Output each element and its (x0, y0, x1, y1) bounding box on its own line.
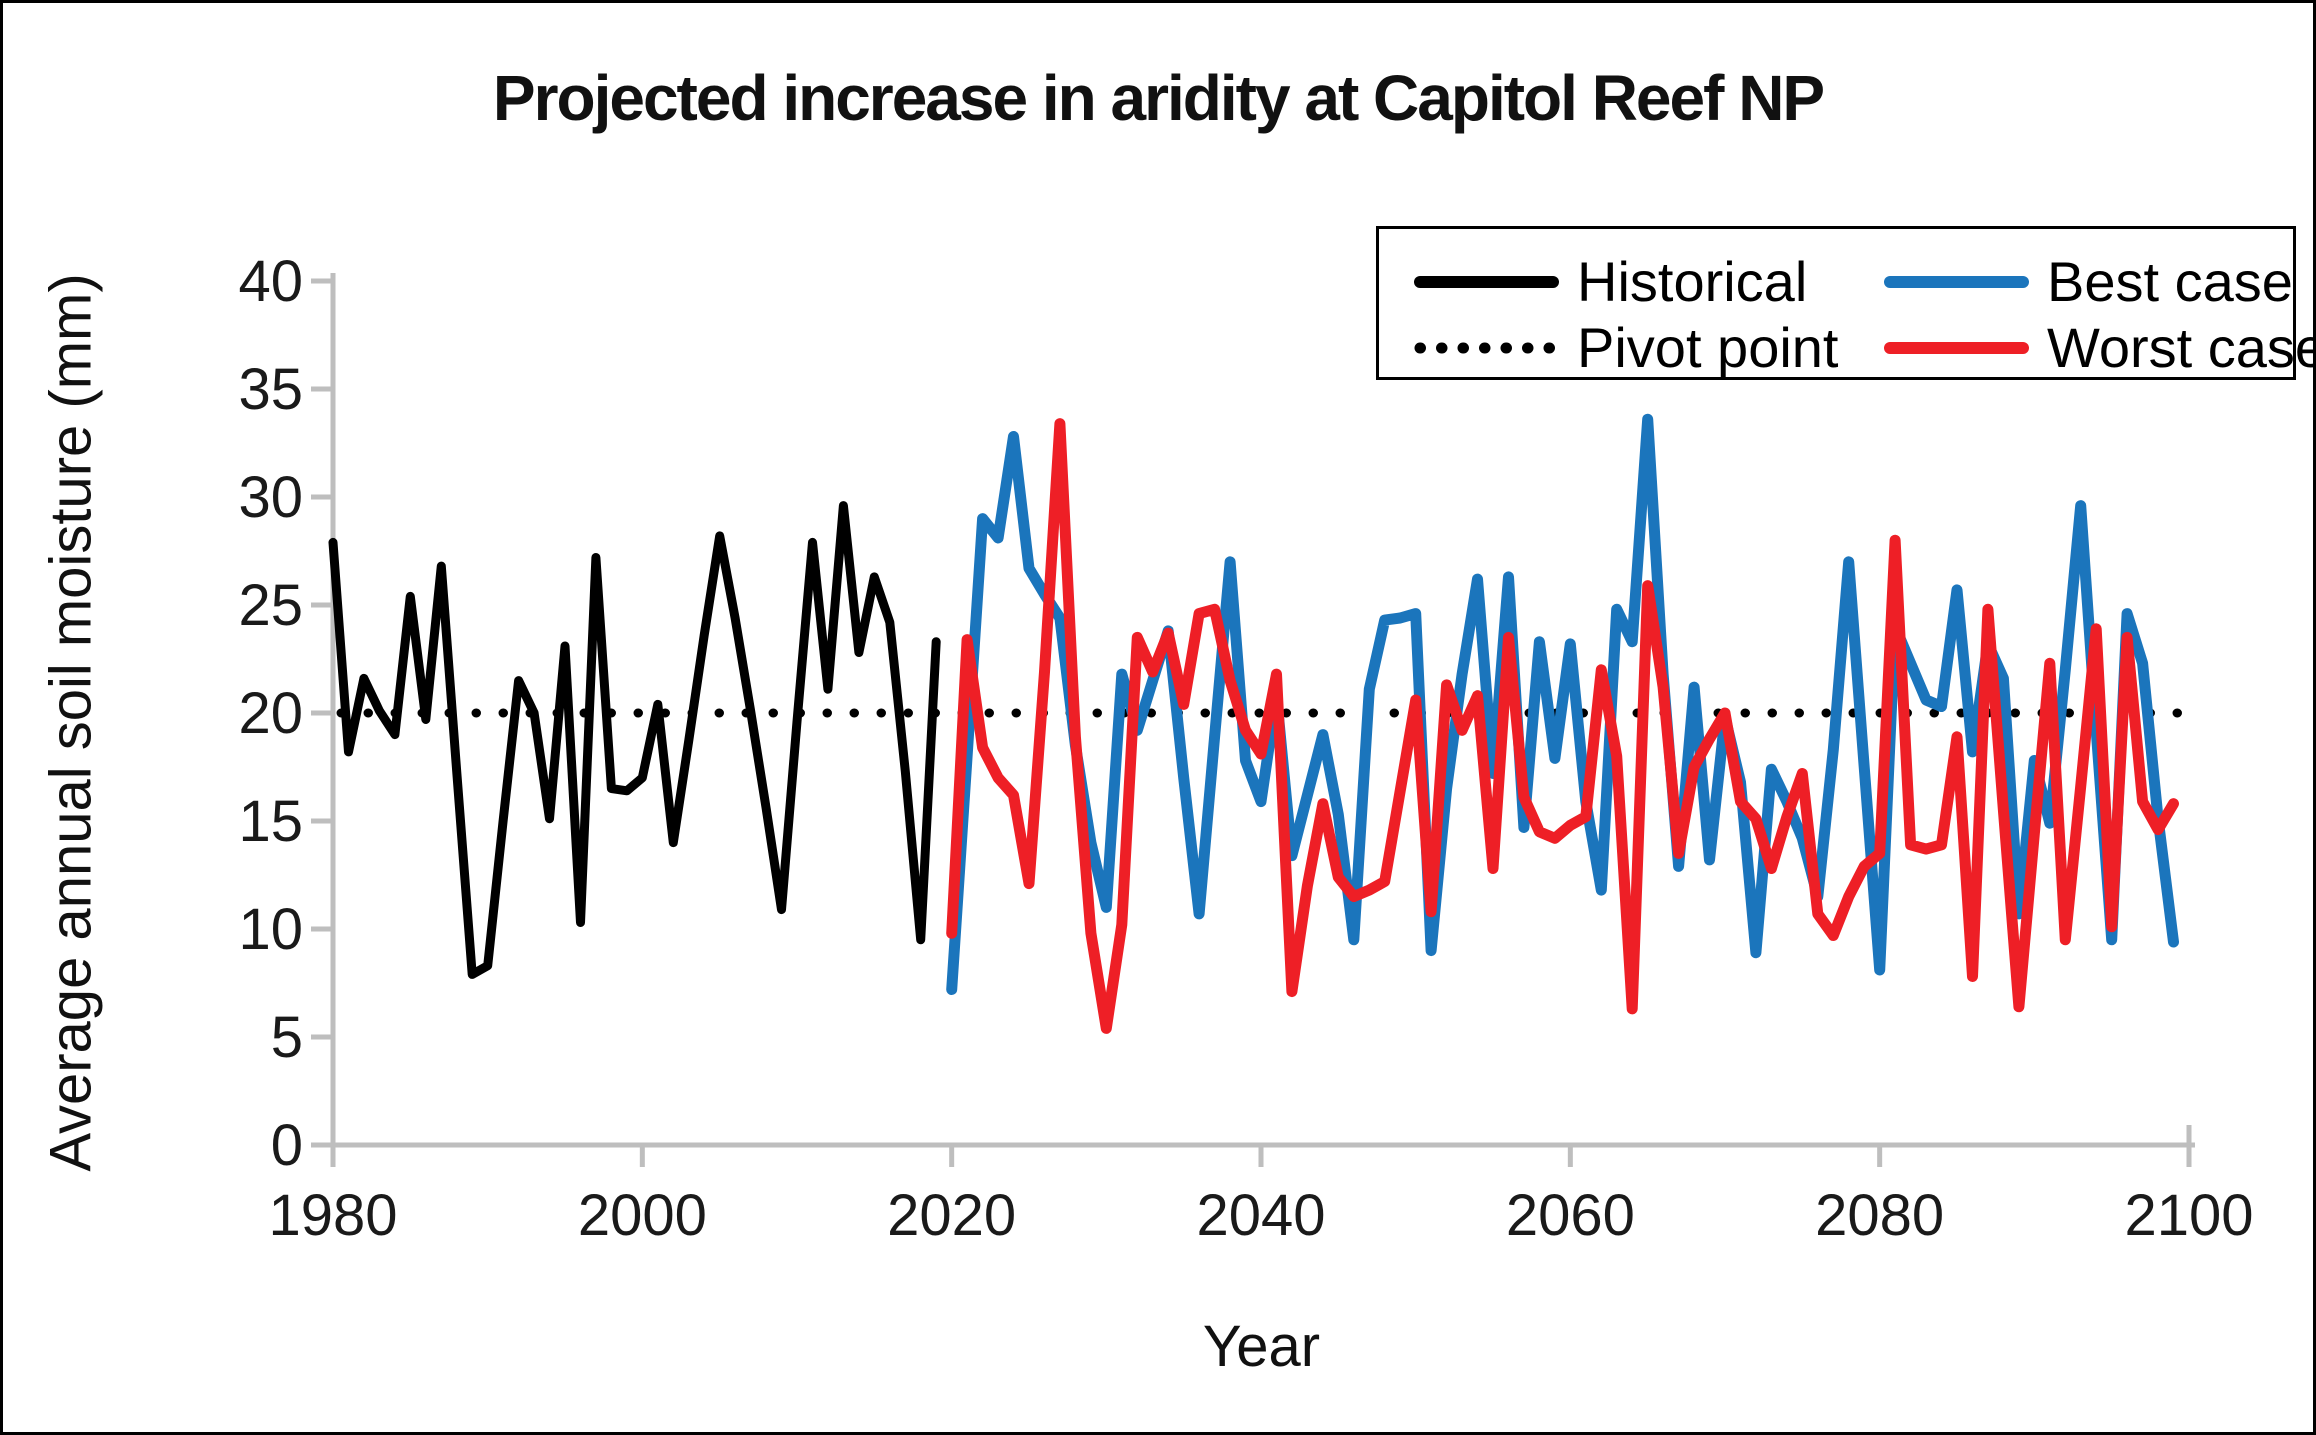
x-axis-title: Year (1202, 1314, 1321, 1379)
legend-item-pivot-point: Pivot point (1414, 315, 1839, 380)
x-tick-label: 2100 (2124, 1183, 2253, 1248)
y-tick-label: 0 (271, 1113, 303, 1178)
x-tick-label: 2080 (1815, 1183, 1944, 1248)
chart-svg: 1980 2000 2020 2040 2060 2080 2100 0 5 10 15 20 25 30… (238, 249, 2253, 1248)
y-tick-label: 40 (238, 249, 303, 314)
y-tick-label: 20 (238, 681, 303, 746)
y-tick-label: 10 (238, 897, 303, 962)
best-case-line-icon (1884, 275, 2029, 288)
legend-label-pivot-point: Pivot point (1577, 316, 1839, 379)
worst-case-line-icon (1884, 341, 2029, 354)
worst-case-line (946, 418, 2179, 1034)
y-tick-label: 35 (238, 357, 303, 422)
legend-item-historical: Historical (1414, 249, 1807, 314)
pivot-point-dotted-line-icon (1414, 342, 1559, 353)
x-tick-label: 2020 (887, 1183, 1016, 1248)
legend-label-best-case: Best case (2047, 250, 2293, 313)
y-tick-label: 25 (238, 573, 303, 638)
chart-title: Projected increase in aridity at Capitol… (492, 62, 1825, 134)
y-tick-label: 15 (238, 789, 303, 854)
legend-label-worst-case: Worst case (2047, 316, 2316, 379)
x-tick-label: 2000 (578, 1183, 707, 1248)
x-tick-label: 1980 (268, 1183, 397, 1248)
x-tick-label: 2060 (1506, 1183, 1635, 1248)
y-tick-label: 30 (238, 465, 303, 530)
legend-item-best-case: Best case (1884, 249, 2293, 314)
legend-item-worst-case: Worst case (1884, 315, 2316, 380)
historical-line-icon (1414, 275, 1559, 288)
legend: Historical Pivot point Best case Worst c… (1376, 226, 2313, 380)
x-tick-label: 2040 (1196, 1183, 1325, 1248)
legend-label-historical: Historical (1577, 250, 1808, 313)
y-tick-label: 5 (271, 1005, 303, 1070)
historical-line (328, 501, 941, 979)
